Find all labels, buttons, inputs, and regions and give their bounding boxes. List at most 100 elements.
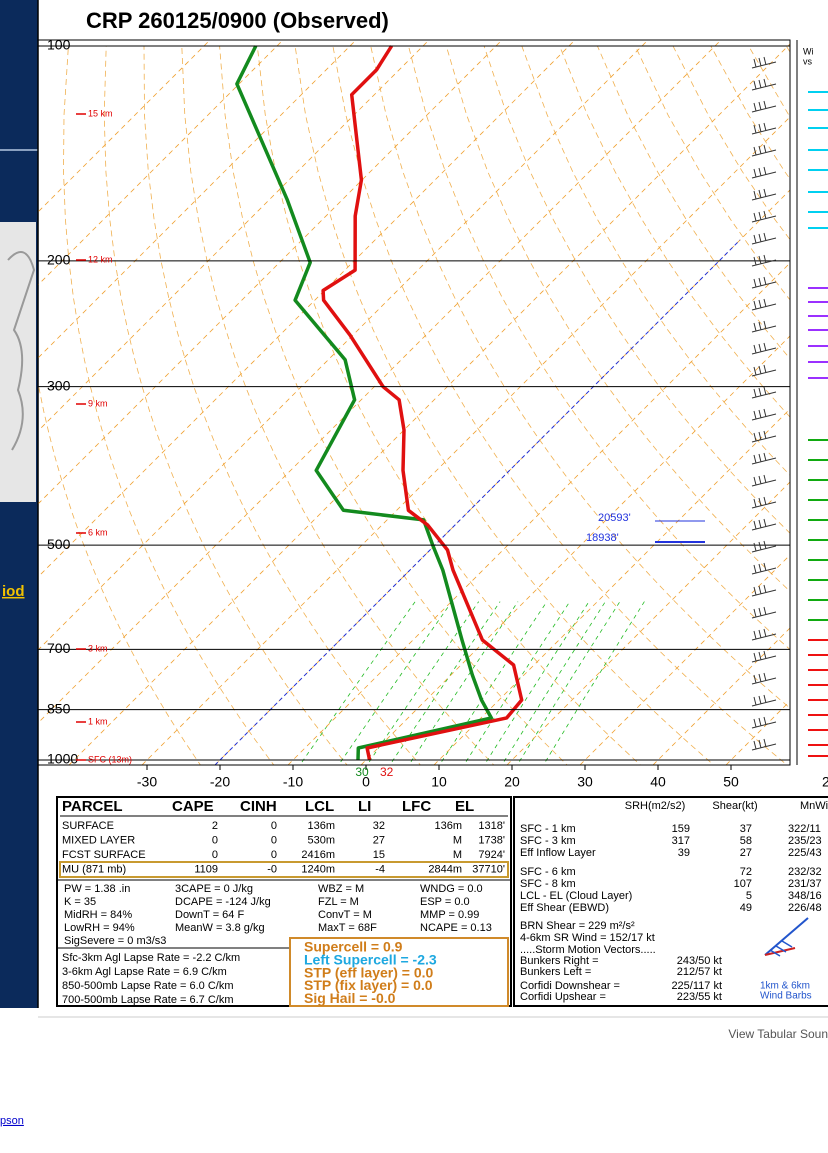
composite-index: Supercell = 0.9 (304, 939, 403, 955)
kinematics-label: Eff Inflow Layer (520, 847, 596, 859)
parcel-cell: -4 (375, 863, 385, 875)
parcel-cell: FCST SURFACE (62, 849, 146, 861)
kinematics-shear: 72 (740, 866, 752, 878)
height-label: 12 km (88, 254, 113, 264)
mixing-ratio-line (338, 601, 453, 765)
dry-adiabat (483, 45, 790, 534)
lapse-rate: 700-500mb Lapse Rate = 6.7 C/km (62, 994, 234, 1006)
storm-header: .....Storm Motion Vectors..... (520, 944, 656, 956)
index-cell: MeanW = 3.8 g/kg (175, 922, 265, 934)
temperature-tick-label: 0 (362, 774, 370, 790)
index-cell: NCAPE = 0.13 (420, 922, 492, 934)
parcel-header: LI (358, 798, 371, 815)
mixing-ratio-line (366, 601, 480, 765)
dry-adiabat (521, 45, 790, 476)
parcel-cell: 32 (373, 820, 385, 832)
index-cell: MMP = 0.99 (420, 909, 479, 921)
dry-adiabat (143, 45, 421, 765)
plot-frame (37, 39, 791, 766)
height-label: SFC (13m) (88, 754, 132, 764)
index-cell: DownT = 64 F (175, 909, 244, 921)
kinematics-srh: 159 (672, 823, 690, 835)
sidebar-link[interactable]: iod (2, 583, 25, 600)
wind-barb (751, 628, 777, 641)
parcel-cell: 7924' (478, 849, 505, 861)
wind-barb (751, 100, 777, 113)
wind-barb (751, 144, 777, 157)
parcel-header: CINH (240, 798, 277, 815)
pressure-label: 200 (47, 252, 71, 268)
wind-barb (751, 738, 777, 751)
pressure-label: 100 (47, 37, 71, 53)
view-tabular-link[interactable]: View Tabular Soun (728, 1027, 828, 1041)
dry-adiabat (294, 45, 715, 765)
mixing-ratio-line (299, 601, 416, 765)
parcel-cell: 2416m (301, 849, 335, 861)
parcel-cell: 15 (373, 849, 385, 861)
parcel-cell: 0 (271, 849, 277, 861)
brn-line: BRN Shear = 229 m²/s² (520, 920, 635, 932)
parcel-cell: 136m (307, 820, 335, 832)
mixing-ratio-line (463, 601, 571, 765)
wind-barb (751, 562, 777, 575)
kinematics-srh: 317 (672, 835, 690, 847)
temperature-tick-label: 2 (822, 774, 828, 790)
surface-dewpoint: 30 (355, 765, 369, 779)
storm-value: 225/117 kt (671, 980, 722, 992)
storm-label: Corfidi Upshear = (520, 991, 606, 1003)
wind-barb (751, 298, 777, 311)
temperature-tick-label: 40 (650, 774, 666, 790)
composite-index: STP (fix layer) = 0.0 (304, 977, 433, 993)
index-cell: 3CAPE = 0 J/kg (175, 883, 253, 895)
kinematics-header: Shear(kt) (712, 800, 757, 812)
surface-temperature: 32 (380, 765, 394, 779)
hodo-panel-text: Wi (803, 46, 814, 56)
wind-barb (751, 518, 777, 531)
kinematics-wind: 232/32 (788, 866, 822, 878)
sounding-title: CRP 260125/0900 (Observed) (86, 8, 389, 33)
parcel-header: CAPE (172, 798, 214, 815)
lapse-rate: Sfc-3km Agl Lapse Rate = -2.2 C/km (62, 952, 240, 964)
wind-barb (751, 584, 777, 597)
mixing-ratio-line (516, 601, 621, 765)
sidebar (0, 0, 38, 1008)
temperature-tick-label: -10 (283, 774, 303, 790)
kinematics-shear: 107 (734, 878, 752, 890)
wind-barb (751, 342, 777, 355)
barb-legend: Wind Barbs (760, 991, 812, 1002)
kinematics-shear: 27 (740, 847, 752, 859)
kinematics-box (513, 796, 828, 1007)
kinematics-label: SFC - 6 km (520, 866, 576, 878)
wind-barb (751, 452, 777, 465)
wind-barb (751, 364, 777, 377)
kinematics-wind: 226/48 (788, 902, 822, 914)
footer-link[interactable]: pson (0, 1115, 24, 1127)
dry-adiabat (559, 45, 790, 418)
mixing-ratio-line (408, 601, 519, 765)
temperature-tick-label: 30 (577, 774, 593, 790)
index-cell: PW = 1.38 .in (64, 883, 130, 895)
dry-adiabat (256, 45, 642, 765)
composite-index: STP (eff layer) = 0.0 (304, 964, 434, 980)
kinematics-wind: 231/37 (788, 878, 822, 890)
kinematics-shear: 5 (746, 890, 752, 902)
kinematics-wind: 225/43 (788, 847, 822, 859)
index-cell: WNDG = 0.0 (420, 883, 483, 895)
lapse-rate: 3-6km Agl Lapse Rate = 6.9 C/km (62, 966, 227, 978)
dewpoint-profile (235, 45, 494, 761)
wind-barb (751, 672, 777, 685)
parcel-cell: 0 (212, 834, 218, 846)
storm-value: 212/57 kt (677, 966, 722, 978)
index-cell: MidRH = 84% (64, 909, 132, 921)
height-label: 15 km (88, 108, 113, 118)
highlight-isotherm (214, 239, 741, 765)
parcel-cell: 0 (271, 834, 277, 846)
height-marker: 18938' (586, 532, 619, 544)
kinematics-label: SFC - 1 km (520, 823, 576, 835)
kinematics-label: SFC - 3 km (520, 835, 576, 847)
kinematics-wind: 348/16 (788, 890, 822, 902)
wind-barb (751, 650, 777, 663)
parcel-cell: 0 (271, 820, 277, 832)
